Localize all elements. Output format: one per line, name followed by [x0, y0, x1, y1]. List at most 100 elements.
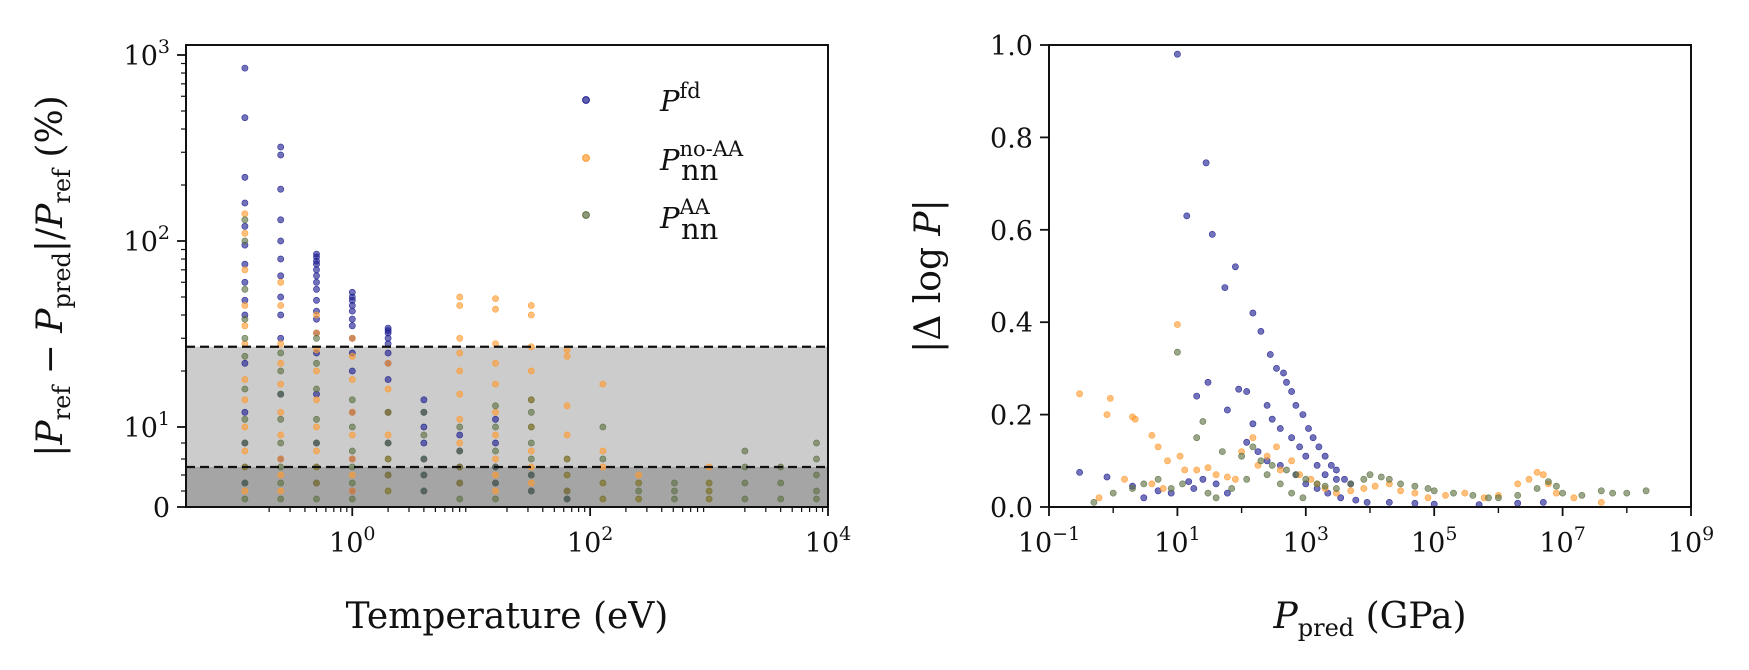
point-P_fd [348, 367, 356, 375]
point-P_nn_noAA [241, 229, 249, 237]
point-P_nn_noAA [1597, 498, 1605, 506]
point-P_nn_AA [635, 487, 643, 495]
point-P_fd [241, 199, 249, 207]
point-P_nn_AA [1238, 452, 1245, 460]
point-P_nn_noAA [241, 266, 249, 274]
x-tick-label: 100 [329, 523, 375, 559]
point-P_fd [1076, 468, 1083, 476]
point-P_fd [348, 307, 356, 315]
point-P_fd [1257, 327, 1265, 335]
point-P_fd [1224, 406, 1231, 414]
legend-sub-noaa: nn [681, 153, 718, 187]
point-P_nn_AA [705, 495, 713, 503]
point-P_nn_noAA [1273, 443, 1280, 451]
point-P_nn_noAA [277, 278, 285, 286]
point-P_nn_noAA [277, 455, 285, 463]
point-P_nn_AA [777, 495, 785, 503]
point-P_nn_AA [1642, 487, 1650, 495]
point-P_nn_AA [1559, 489, 1566, 497]
point-P_nn_AA [563, 487, 571, 495]
point-P_fd [241, 408, 249, 416]
point-P_nn_AA [563, 471, 571, 479]
point-P_nn_AA [313, 334, 320, 342]
point-P_nn_AA [1366, 471, 1374, 479]
point-P_nn_AA [277, 415, 285, 423]
point-P_nn_noAA [1249, 434, 1257, 442]
point-P_nn_AA [492, 447, 499, 455]
point-P_fd [1309, 434, 1317, 442]
point-P_nn_noAA [348, 471, 356, 479]
point-P_nn_AA [1257, 457, 1265, 465]
right-scatter-points [1076, 50, 1650, 509]
point-P_nn_noAA [348, 431, 356, 439]
point-P_nn_AA [1321, 482, 1329, 490]
point-P_nn_noAA [1570, 494, 1578, 502]
y-tick-label: 102 [124, 222, 170, 258]
point-P_fd [1411, 499, 1419, 507]
point-P_nn_AA [420, 431, 428, 439]
point-P_nn_AA [241, 439, 249, 447]
point-P_fd [420, 423, 428, 431]
legend-marker-fd [582, 96, 590, 104]
right-x-axis-label: Ppred (GPa) [1273, 596, 1467, 642]
point-P_fd [1103, 473, 1111, 481]
point-P_fd [1204, 378, 1212, 386]
point-P_nn_noAA [241, 396, 249, 404]
left-scatter-points [241, 64, 820, 503]
point-P_nn_noAA [563, 431, 571, 439]
point-P_nn_noAA [1424, 494, 1432, 502]
point-P_nn_AA [705, 479, 713, 487]
point-P_nn_AA [1514, 491, 1522, 499]
point-P_nn_AA [384, 455, 392, 463]
point-P_fd [1208, 230, 1216, 238]
point-P_nn_noAA [1148, 480, 1156, 488]
point-P_nn_AA [492, 402, 499, 410]
point-P_nn_noAA [313, 367, 320, 375]
point-P_nn_AA [241, 495, 249, 503]
point-P_nn_noAA [313, 447, 320, 455]
point-P_fd [1539, 498, 1547, 506]
point-P_fd [1288, 434, 1295, 442]
point-P_fd [1305, 425, 1312, 432]
point-P_nn_noAA [241, 376, 249, 383]
point-P_nn_AA [277, 479, 285, 487]
point-P_nn_AA [527, 439, 535, 447]
point-P_nn_AA [241, 352, 249, 360]
point-P_nn_AA [813, 487, 820, 495]
point-P_nn_noAA [1159, 485, 1167, 492]
point-P_nn_AA [241, 237, 249, 245]
point-P_fd [1315, 443, 1323, 451]
point-P_fd [1333, 475, 1340, 483]
point-P_nn_noAA [1461, 489, 1469, 497]
point-P_nn_AA [420, 455, 428, 463]
point-P_nn_noAA [384, 385, 392, 393]
point-P_fd [241, 114, 249, 122]
point-P_nn_AA [277, 439, 285, 447]
point-P_nn_noAA [277, 302, 285, 309]
legend-marker-noaa [582, 154, 590, 162]
point-P_nn_AA [1179, 480, 1186, 488]
point-P_nn_noAA [492, 380, 499, 388]
point-P_fd [1185, 478, 1193, 485]
point-P_fd [1268, 415, 1276, 423]
point-P_nn_AA [1385, 475, 1393, 483]
point-P_fd [241, 260, 249, 268]
point-P_nn_AA [420, 487, 428, 495]
point-P_nn_AA [1430, 487, 1438, 495]
point-P_nn_AA [1154, 475, 1162, 483]
point-P_nn_AA [741, 447, 749, 455]
point-P_nn_AA [277, 367, 285, 375]
point-P_nn_noAA [384, 431, 392, 439]
point-P_nn_AA [492, 423, 499, 431]
point-P_nn_noAA [313, 423, 320, 431]
point-P_fd [1313, 461, 1321, 469]
point-P_nn_noAA [599, 447, 607, 455]
point-P_nn_AA [241, 334, 249, 342]
point-P_nn_noAA [492, 305, 499, 313]
point-P_fd [1337, 494, 1345, 502]
point-P_nn_noAA [1288, 457, 1295, 465]
point-P_nn_AA [313, 385, 320, 393]
point-P_nn_AA [1243, 475, 1251, 483]
point-P_fd [1273, 364, 1280, 372]
point-P_nn_noAA [348, 376, 356, 383]
